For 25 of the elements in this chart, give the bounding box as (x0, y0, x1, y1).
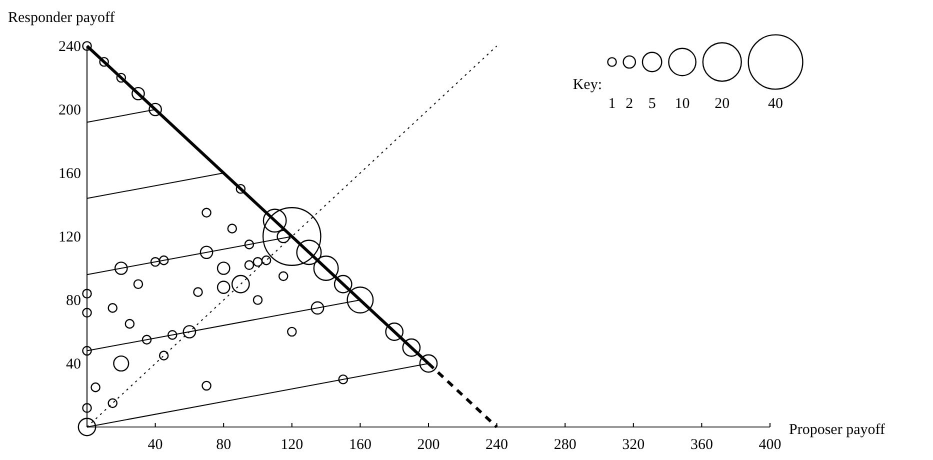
y-tick-label: 240 (58, 39, 81, 55)
x-tick-label: 120 (280, 437, 304, 453)
legend-label: 1 (608, 96, 616, 112)
legend-label: 10 (674, 96, 690, 112)
x-tick-label: 200 (417, 437, 440, 453)
y-tick-label: 200 (58, 102, 81, 118)
x-tick-label: 320 (622, 437, 645, 453)
x-tick-label: 40 (148, 437, 163, 453)
legend-label: 5 (648, 96, 656, 112)
legend-label: 2 (626, 96, 634, 112)
y-tick-label: 80 (66, 293, 81, 309)
legend-label: 40 (768, 96, 784, 112)
y-tick-label: 160 (58, 166, 81, 182)
x-tick-label: 280 (554, 437, 576, 453)
y-tick-label: 120 (58, 230, 81, 246)
x-tick-label: 400 (758, 437, 782, 453)
x-tick-label: 80 (216, 437, 232, 453)
y-axis-title: Responder payoff (8, 10, 115, 26)
x-tick-label: 160 (348, 437, 372, 453)
legend-label: 20 (714, 96, 730, 112)
x-tick-label: 240 (486, 437, 508, 453)
x-tick-label: 360 (690, 437, 713, 453)
x-axis-title: Proposer payoff (789, 422, 885, 438)
legend-title: Key: (572, 77, 602, 93)
y-tick-label: 40 (66, 356, 81, 372)
